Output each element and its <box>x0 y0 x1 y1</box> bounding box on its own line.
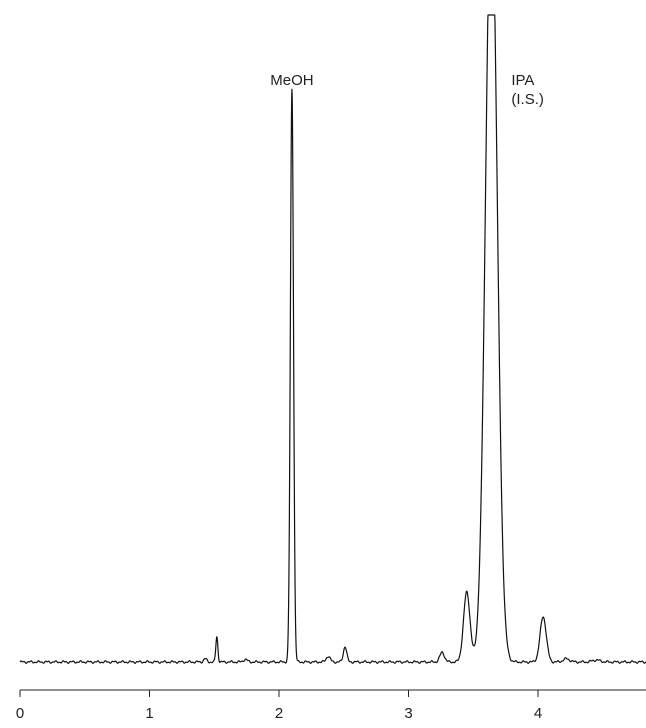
x-axis: 0 1 2 3 4 <box>16 689 646 722</box>
peak-label: IPA <box>511 72 534 89</box>
x-tick-label: 1 <box>145 705 153 722</box>
x-tick-label: 3 <box>404 705 412 722</box>
trace-layer <box>19 14 646 664</box>
x-tick-label: 2 <box>275 705 283 722</box>
peak-label: MeOH <box>270 72 313 89</box>
x-tick-label: 4 <box>534 705 542 722</box>
chromatogram-trace <box>19 14 646 664</box>
x-tick-label: 0 <box>16 705 24 722</box>
peak-label: (I.S.) <box>511 91 544 108</box>
peak-labels: MeOH IPA (I.S.) <box>270 72 544 108</box>
